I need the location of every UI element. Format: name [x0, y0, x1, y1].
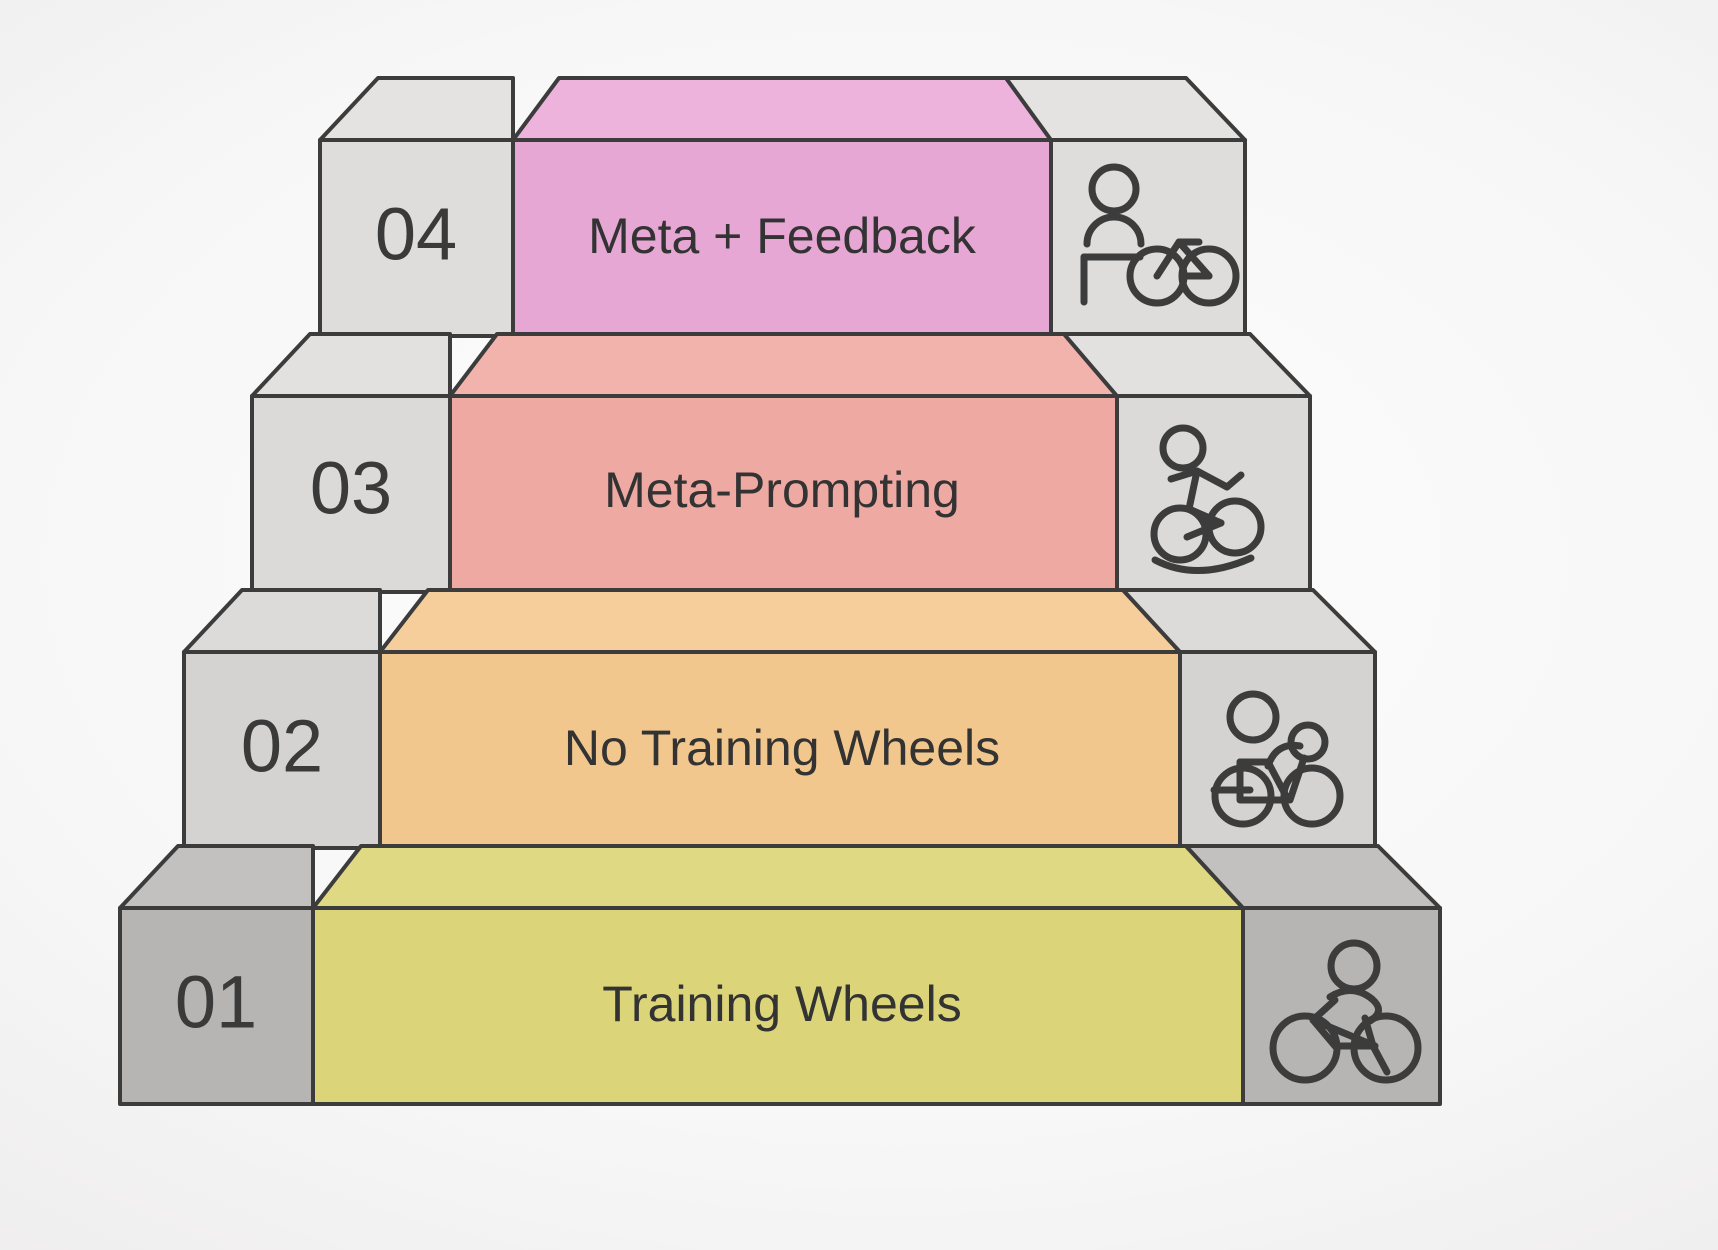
step-04-icon-top-facet	[1004, 76, 1247, 142]
step-02-label: No Training Wheels	[564, 720, 1000, 776]
step-04[interactable]: 04 Meta + Feedback	[318, 76, 1247, 338]
step-03-front-facet	[448, 394, 1119, 594]
step-04-number: 04	[375, 193, 457, 276]
step-03[interactable]: 03 Meta-Prompting	[250, 332, 1312, 594]
step-02-top-facet	[378, 588, 1182, 654]
step-04-icon-front-facet	[1049, 138, 1247, 338]
step-03-number-top-facet	[250, 332, 452, 398]
person-standing-beside-bicycle-icon	[1080, 163, 1240, 307]
step-04-top-facet	[511, 76, 1053, 142]
step-04-number-front-facet	[318, 138, 515, 338]
step-04-label: Meta + Feedback	[588, 208, 977, 264]
step-03-label: Meta-Prompting	[604, 462, 960, 518]
cyclist-sprinting-icon	[1269, 939, 1422, 1084]
step-01-number-front-facet	[118, 906, 315, 1106]
cyclist-riding-uphill-icon	[1150, 424, 1265, 574]
step-02[interactable]: 02 No Training Wheels	[182, 588, 1377, 850]
step-01-front-facet	[311, 906, 1245, 1106]
step-01-icon-front-facet	[1241, 906, 1442, 1106]
step-01-number-top-facet	[118, 844, 315, 910]
step-02-number-front-facet	[182, 650, 382, 850]
step-02-number-top-facet	[182, 588, 382, 654]
step-03-top-facet	[448, 332, 1119, 398]
step-03-number: 03	[310, 447, 392, 530]
step-02-number: 02	[241, 705, 323, 788]
step-01[interactable]: 01 Training Wheels	[118, 844, 1442, 1106]
step-04-front-facet	[511, 138, 1053, 338]
cyclist-leaning-forward-icon	[1210, 690, 1344, 828]
step-04-number-top-facet	[318, 76, 515, 142]
step-03-icon-front-facet	[1115, 394, 1312, 594]
step-01-number: 01	[175, 961, 257, 1044]
step-01-top-facet	[311, 844, 1245, 910]
step-01-label: Training Wheels	[602, 976, 961, 1032]
